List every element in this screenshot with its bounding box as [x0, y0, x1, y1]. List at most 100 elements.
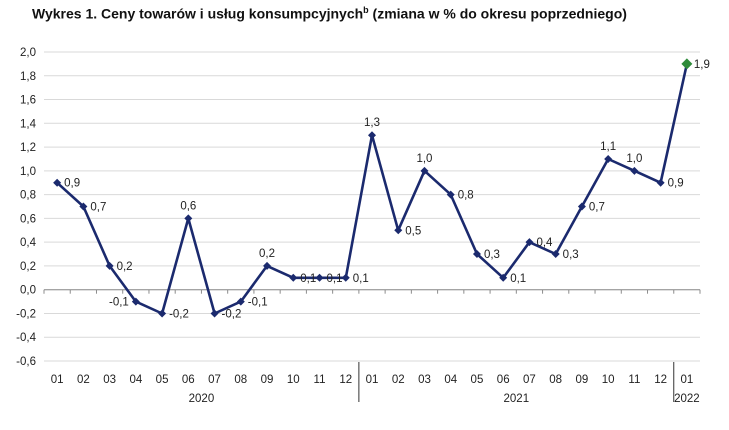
point-marker [105, 261, 114, 270]
data-label: 1,1 [600, 141, 616, 153]
y-tick-label: 0,4 [20, 237, 37, 249]
x-tick-label: 05 [471, 374, 484, 386]
x-tick-label: 08 [549, 374, 562, 386]
data-label: 0,2 [259, 248, 275, 260]
x-tick-label: 06 [182, 374, 195, 386]
data-label: 1,0 [416, 153, 432, 165]
x-tick-label: 03 [418, 374, 431, 386]
data-label: 0,1 [353, 273, 369, 285]
y-tick-label: 1,6 [20, 95, 36, 107]
data-label: 0,7 [90, 202, 106, 214]
x-tick-label: 10 [602, 374, 615, 386]
data-label: 0,5 [405, 225, 421, 237]
point-marker [525, 238, 534, 247]
y-tick-label: 1,4 [20, 118, 37, 130]
data-label: 0,1 [510, 273, 526, 285]
point-marker [656, 178, 665, 187]
point-marker [420, 166, 429, 175]
data-label: -0,2 [169, 308, 189, 320]
y-tick-label: -0,6 [16, 356, 36, 368]
year-label: 2020 [189, 393, 215, 405]
point-marker [472, 250, 481, 259]
x-tick-label: 09 [261, 374, 274, 386]
y-tick-label: -0,2 [16, 308, 36, 320]
data-label: 0,8 [458, 190, 474, 202]
data-label: 0,7 [589, 202, 605, 214]
point-marker [315, 273, 324, 282]
point-marker [577, 202, 586, 211]
x-tick-label: 02 [77, 374, 90, 386]
x-tick-label: 01 [51, 374, 64, 386]
x-tick-label: 11 [314, 374, 326, 386]
x-tick-label: 12 [654, 374, 667, 386]
data-label: 0,3 [484, 249, 500, 261]
series-line [56, 63, 689, 315]
x-tick-label: 01 [366, 374, 379, 386]
data-label: -0,1 [248, 297, 268, 309]
y-tick-label: 1,8 [20, 71, 36, 83]
year-label: 2021 [504, 393, 530, 405]
y-tick-label: 1,0 [20, 166, 36, 178]
gridlines [44, 51, 700, 362]
point-marker [446, 190, 455, 199]
y-tick-label: 0,0 [20, 285, 36, 297]
y-tick-label: 0,8 [20, 190, 36, 202]
point-marker [499, 273, 508, 282]
point-marker [184, 214, 193, 223]
point-marker [630, 166, 639, 175]
point-marker [79, 202, 88, 211]
point-marker [604, 154, 613, 163]
data-label: 0,9 [64, 178, 80, 190]
x-tick-label: 06 [497, 374, 510, 386]
x-tick-label: 10 [287, 374, 300, 386]
highlight-point-marker [681, 58, 693, 70]
x-tick-label: 12 [339, 374, 352, 386]
x-tick-label: 09 [576, 374, 589, 386]
point-marker [236, 297, 245, 306]
x-tick-label: 11 [628, 374, 640, 386]
point-marker [368, 131, 376, 140]
data-label: 0,1 [300, 273, 316, 285]
data-label: 1,9 [694, 59, 710, 71]
data-label: 1,3 [364, 117, 380, 129]
y-tick-label: 2,0 [20, 47, 36, 59]
y-tick-label: 0,6 [20, 213, 36, 225]
series [53, 58, 693, 318]
y-tick-label: 1,2 [20, 142, 36, 154]
data-label: 0,6 [180, 200, 196, 212]
x-tick-label: 07 [208, 374, 221, 386]
point-marker [341, 273, 350, 282]
data-label: 0,2 [117, 261, 133, 273]
point-marker [53, 178, 62, 187]
x-tick-label: 08 [234, 374, 247, 386]
y-tick-label: 0,2 [20, 261, 36, 273]
point-marker [551, 250, 560, 259]
x-tick-label: 04 [444, 374, 457, 386]
x-tick-label: 07 [523, 374, 536, 386]
data-label: 0,9 [668, 178, 684, 190]
data-label: 1,0 [626, 153, 642, 165]
point-marker [394, 226, 403, 235]
x-tick-label: 04 [129, 374, 142, 386]
year-label: 2022 [674, 393, 700, 405]
x-tick-label: 01 [680, 374, 693, 386]
y-axis-tick-labels: -0,6 -0,4 -0,2 0,0 0,2 0,4 0,6 0,8 1,0 1,2 1,4 1,6 1… [16, 47, 36, 368]
data-label: -0,1 [109, 297, 129, 309]
point-marker [158, 309, 167, 318]
x-tick-label: 05 [156, 374, 169, 386]
y-tick-label: -0,4 [16, 332, 36, 344]
data-labels: 0,9 0,7 0,2 -0,1 -0,2 0,6 -0,2 -0,1 0,2 0,1 0,1 0,1… [64, 59, 710, 321]
x-tick-label: 02 [392, 374, 405, 386]
data-label: 0,1 [327, 273, 343, 285]
chart-title: Wykres 1. Ceny towarów i usług konsumpcy… [32, 5, 627, 22]
x-axis-tick-labels: 01 02 03 04 05 06 07 08 09 10 11 12 01 02 03 04 05 06 07 08… [51, 374, 694, 386]
data-label: 0,4 [536, 237, 553, 249]
x-tick-label: 03 [103, 374, 116, 386]
year-labels: 2020 2021 2022 [189, 393, 700, 405]
point-marker [210, 309, 219, 318]
point-marker [263, 261, 272, 270]
data-label: 0,3 [563, 249, 579, 261]
data-label: -0,2 [222, 308, 242, 320]
point-marker [131, 297, 140, 306]
